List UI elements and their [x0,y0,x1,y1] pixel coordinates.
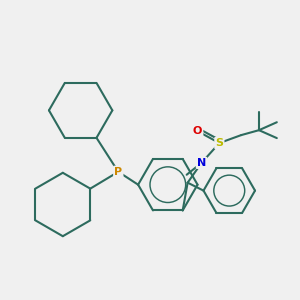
Text: O: O [193,126,202,136]
Text: P: P [114,167,122,177]
Text: N: N [197,158,206,168]
Text: S: S [215,138,223,148]
